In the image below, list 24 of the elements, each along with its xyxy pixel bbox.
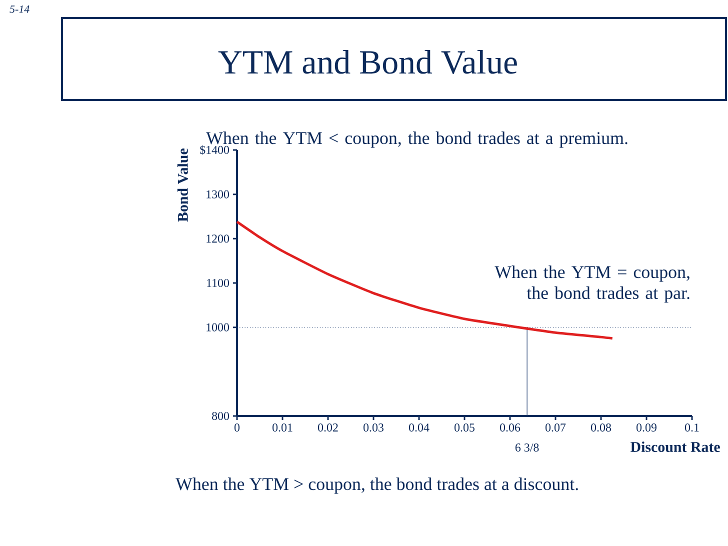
ref-line-label: 6 3/8 bbox=[515, 444, 539, 452]
x-tick-label: 0.04 bbox=[409, 424, 430, 432]
y-tick-label: 1300 bbox=[206, 190, 230, 198]
x-tick-label: 0 bbox=[234, 424, 240, 432]
text: 5-14 bbox=[10, 6, 30, 13]
x-tick-label: 0.09 bbox=[636, 424, 656, 432]
x-tick-label: 0.07 bbox=[546, 424, 566, 432]
annotation: When the YTM = coupon, the bond trades at par. bbox=[494, 265, 690, 303]
text: When the YTM > coupon, the bond trades at a discount. bbox=[176, 477, 578, 494]
y-tick-label: 1000 bbox=[206, 323, 230, 332]
y-tick-label: 1200 bbox=[206, 234, 230, 243]
y-tick-label: 800 bbox=[212, 412, 230, 420]
x-tick-label: 0.02 bbox=[318, 424, 338, 432]
chart-title: YTM and Bond Value bbox=[218, 50, 517, 74]
x-tick-label: 0.03 bbox=[364, 424, 384, 432]
x-axis-title: Discount Rate bbox=[630, 442, 720, 452]
x-tick-label: 0.01 bbox=[272, 424, 292, 432]
x-tick-label: 0.05 bbox=[454, 424, 475, 432]
x-tick-label: 0.08 bbox=[591, 424, 612, 432]
y-axis-title: Bond Value bbox=[177, 148, 188, 222]
x-tick-label: 0.06 bbox=[500, 424, 520, 432]
x-tick-label: 0.1 bbox=[684, 424, 699, 432]
y-tick-label: 1100 bbox=[207, 278, 230, 288]
y-tick-label: $1400 bbox=[200, 145, 230, 155]
